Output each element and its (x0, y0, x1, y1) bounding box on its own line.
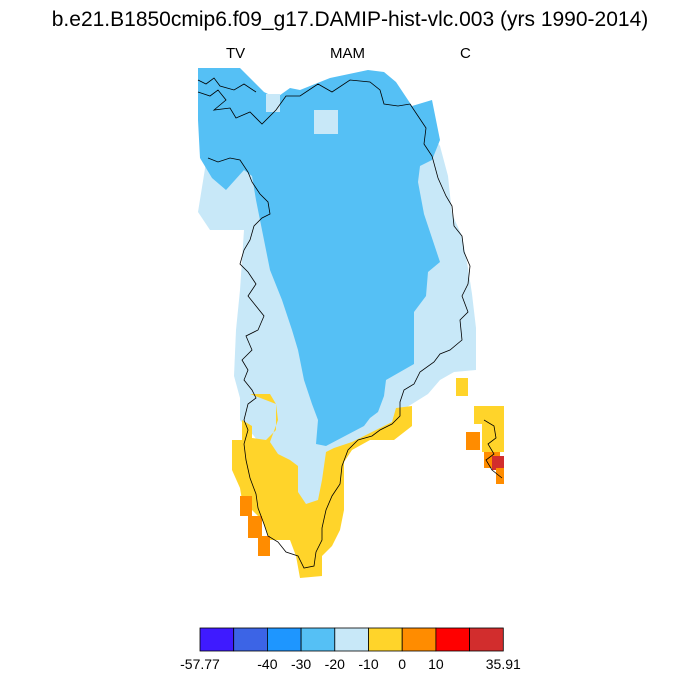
region-yellow-sw (232, 394, 412, 578)
subtitle-center: MAM (330, 45, 365, 62)
colorbar-swatch (334, 627, 369, 652)
colorbar-swatch (368, 627, 403, 652)
yellow-east-3 (482, 424, 504, 452)
colorbar-swatch (199, 627, 235, 652)
colorbar-label: 10 (428, 656, 444, 672)
notch-2 (266, 94, 280, 112)
coastline-island (483, 419, 503, 479)
subtitle-right: C (460, 45, 471, 62)
colorbar-label: 35.91 (485, 656, 521, 672)
colorbar-swatch (300, 627, 336, 652)
yellow-east-1 (456, 378, 468, 396)
coastline-nw (197, 77, 257, 93)
colorbar-label: 0 (398, 656, 407, 672)
plot-title: b.e21.B1850cmip6.f09_g17.DAMIP-hist-vlc.… (51, 8, 649, 31)
colorbar-swatch (266, 627, 302, 652)
red-1 (492, 456, 504, 470)
orange-3 (258, 536, 270, 556)
subtitle-left: TV (226, 45, 246, 62)
notch-1 (314, 110, 338, 134)
orange-4 (466, 432, 480, 450)
yellow-east-2 (474, 406, 504, 424)
orange-1 (240, 496, 252, 516)
coastline (197, 79, 471, 569)
colorbar-label: -10 (358, 656, 379, 672)
colorbar-swatch (233, 627, 268, 652)
region-blue (198, 68, 440, 446)
orange-2 (248, 516, 262, 538)
colorbar-swatch (401, 627, 437, 652)
colorbar-swatch (435, 627, 470, 652)
colorbar-label: -20 (324, 656, 345, 672)
colorbar-swatch (469, 627, 504, 652)
colorbar-label: -30 (290, 656, 312, 672)
colorbar-label: -40 (257, 656, 278, 672)
colorbar-label: -57.77 (180, 656, 220, 672)
